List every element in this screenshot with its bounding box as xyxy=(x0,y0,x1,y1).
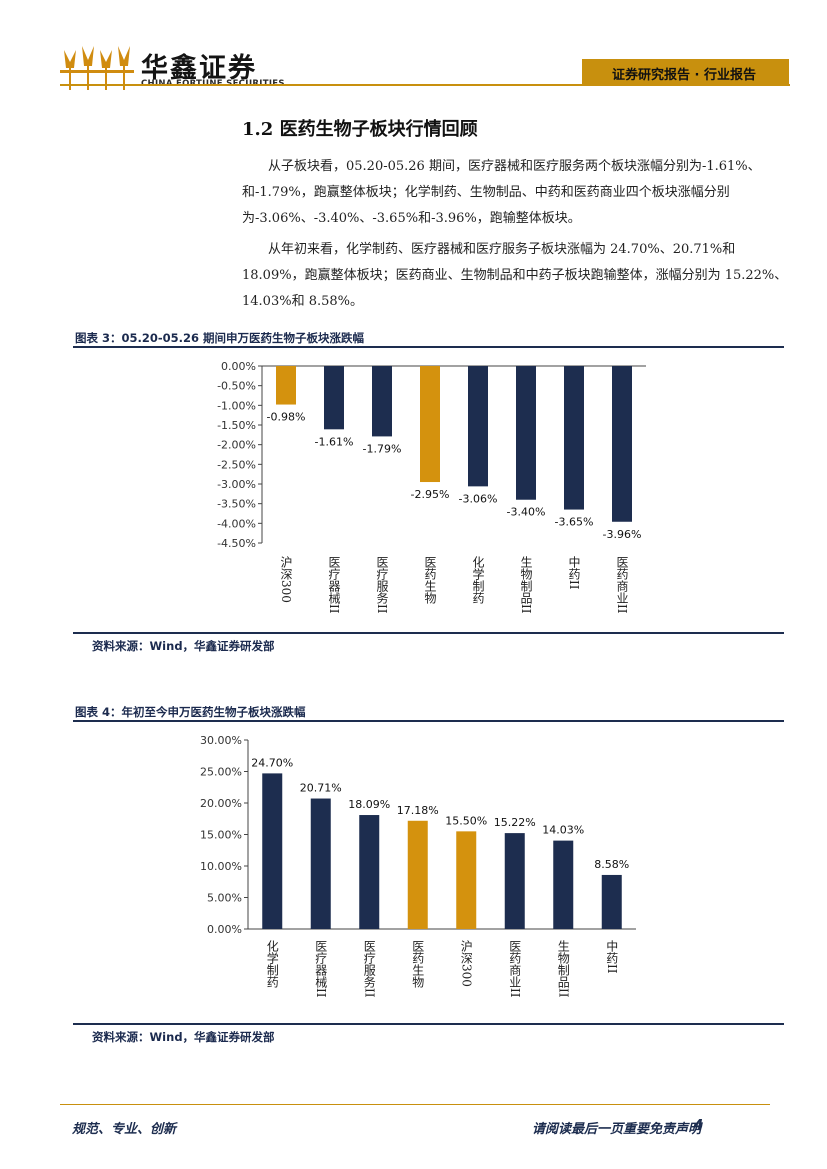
y-tick-label: 25.00% xyxy=(200,766,242,779)
section-title: 1.2 医药生物子板块行情回顾 xyxy=(242,119,478,140)
category-label: 生物制品II xyxy=(519,556,533,614)
company-logo: 华鑫证券 CHINA FORTUNE SECURITIES xyxy=(58,42,288,94)
data-label: 14.03% xyxy=(542,824,584,837)
page-number: 4 xyxy=(694,1118,704,1133)
bar xyxy=(420,366,440,483)
data-label: -3.96% xyxy=(603,528,642,541)
bar xyxy=(324,366,344,430)
figure3-source: 资料来源：Wind，华鑫证券研发部 xyxy=(92,639,275,653)
figure4-bottom-rule xyxy=(73,1023,784,1025)
bar xyxy=(504,833,525,929)
bar xyxy=(601,874,622,929)
y-tick-label: -0.50% xyxy=(217,380,256,393)
bar xyxy=(372,366,392,437)
data-label: -1.79% xyxy=(363,442,402,455)
category-label: 医疗器械II xyxy=(314,940,328,998)
bar xyxy=(564,366,584,510)
y-tick-label: 5.00% xyxy=(207,892,242,905)
data-label: -3.65% xyxy=(555,516,594,529)
report-type-label: 证券研究报告 · 行业报告 xyxy=(612,68,756,83)
bar xyxy=(407,820,428,929)
y-tick-label: 10.00% xyxy=(200,860,242,873)
y-tick-label: -3.00% xyxy=(217,478,256,491)
bar xyxy=(310,798,331,929)
figure4-title: 图表 4：年初至今申万医药生物子板块涨跌幅 xyxy=(75,705,306,719)
y-tick-label: -3.50% xyxy=(217,498,256,511)
category-label: 医药商业II xyxy=(508,940,522,998)
category-label: 中药II xyxy=(567,555,581,590)
paragraph-2: 从年初来看，化学制药、医疗器械和医疗服务子板块涨幅为 24.70%、20.71%… xyxy=(242,242,788,309)
header-divider xyxy=(60,84,790,86)
y-tick-label: 0.00% xyxy=(207,923,242,936)
paragraph-1: 从子板块看，05.20-05.26 期间，医疗器械和医疗服务两个板块涨幅分别为-… xyxy=(242,159,761,226)
logo-chinese-name: 华鑫证券 xyxy=(141,53,257,84)
category-label: 化学制药 xyxy=(471,556,485,604)
report-type-banner xyxy=(582,59,789,86)
figure3-title: 图表 3：05.20-05.26 期间申万医药生物子板块涨跌幅 xyxy=(75,331,365,345)
category-label: 沪深300 xyxy=(459,940,473,987)
bar xyxy=(456,831,477,929)
category-label: 中药II xyxy=(605,939,619,974)
figure4-chart: 0.00% 5.00% 10.00% 15.00% 20.00% 25.00% 30.00%… xyxy=(200,734,636,998)
category-label: 医药生物 xyxy=(411,940,425,988)
y-tick-label: -2.50% xyxy=(217,458,256,471)
data-label: 15.22% xyxy=(494,816,536,829)
y-tick-label: -4.00% xyxy=(217,517,256,530)
category-label: 医药生物 xyxy=(423,556,437,604)
bar xyxy=(262,773,283,929)
data-label: 17.18% xyxy=(397,804,439,817)
bar xyxy=(553,840,574,929)
data-label: -3.40% xyxy=(507,506,546,519)
figure3-bottom-rule xyxy=(73,632,784,634)
y-tick-label: -4.50% xyxy=(217,537,256,550)
data-label: -1.61% xyxy=(315,435,354,448)
footer-slogan: 规范、专业、创新 xyxy=(72,1122,177,1137)
y-tick-label: -1.50% xyxy=(217,419,256,432)
data-label: -3.06% xyxy=(459,492,498,505)
data-label: -0.98% xyxy=(267,411,306,424)
category-label: 沪深300 xyxy=(279,556,293,603)
data-label: -2.95% xyxy=(411,488,450,501)
bar xyxy=(612,366,632,522)
bar xyxy=(359,815,380,929)
category-label: 医疗器械II xyxy=(327,556,341,614)
footer-divider xyxy=(60,1104,770,1105)
figure3-chart: 0.00% -0.50% -1.00% -1.50% -2.00% -2.50% -3.00… xyxy=(217,360,646,614)
y-tick-label: 0.00% xyxy=(221,360,256,373)
y-tick-label: -2.00% xyxy=(217,439,256,452)
figure3-top-rule xyxy=(73,346,784,348)
data-label: 8.58% xyxy=(594,858,629,871)
category-label: 医药商业II xyxy=(615,556,629,614)
data-label: 20.71% xyxy=(300,782,342,795)
category-label: 生物制品II xyxy=(556,940,570,998)
y-tick-label: 20.00% xyxy=(200,797,242,810)
figure4-top-rule xyxy=(73,720,784,722)
footer-disclaimer-notice: 请阅读最后一页重要免责声明 xyxy=(531,1122,701,1137)
category-label: 医疗服务II xyxy=(362,940,376,998)
logo-emblem-icon xyxy=(60,46,134,90)
bar xyxy=(516,366,536,500)
data-label: 15.50% xyxy=(445,814,487,827)
category-label: 医疗服务II xyxy=(375,556,389,614)
bar xyxy=(468,366,488,487)
bar xyxy=(276,366,296,405)
data-label: 24.70% xyxy=(251,756,293,769)
data-label: 18.09% xyxy=(348,798,390,811)
y-tick-label: 30.00% xyxy=(200,734,242,747)
category-label: 化学制药 xyxy=(265,940,279,988)
figure4-source: 资料来源：Wind，华鑫证券研发部 xyxy=(92,1030,275,1044)
y-tick-label: -1.00% xyxy=(217,399,256,412)
y-tick-label: 15.00% xyxy=(200,829,242,842)
